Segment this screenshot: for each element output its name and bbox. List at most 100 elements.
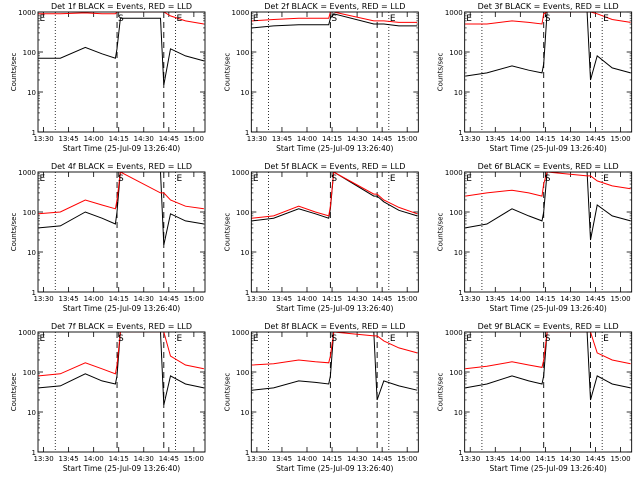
y-tick-label: 1 xyxy=(245,289,249,297)
y-axis-label: Counts/sec xyxy=(223,213,231,252)
x-tick-label: 14:00 xyxy=(84,135,104,143)
x-tick-label: 13:30 xyxy=(247,455,267,463)
marker-label: E xyxy=(390,334,396,344)
x-tick-label: 14:45 xyxy=(159,455,179,463)
marker-label: S xyxy=(545,334,551,344)
marker-label: E xyxy=(390,14,396,24)
series-events-line xyxy=(465,332,631,401)
x-tick-label: 14:15 xyxy=(535,455,555,463)
x-tick-label: 14:00 xyxy=(510,295,530,303)
y-tick-label: 1 xyxy=(32,449,36,457)
marker-label: E xyxy=(390,174,396,184)
marker-label: S xyxy=(545,174,551,184)
chart-title: Det 7f BLACK = Events, RED = LLD xyxy=(51,322,192,331)
x-tick-label: 15:00 xyxy=(184,455,204,463)
x-tick-label: 14:00 xyxy=(510,455,530,463)
marker-label: E xyxy=(176,14,182,24)
series-lld-line xyxy=(465,12,631,25)
x-tick-label: 14:15 xyxy=(109,295,129,303)
x-tick-label: 14:30 xyxy=(134,295,154,303)
x-tick-label: 13:45 xyxy=(485,135,505,143)
series-lld-line xyxy=(465,332,631,370)
y-tick-label: 10 xyxy=(27,249,36,257)
marker-label: S xyxy=(118,14,124,24)
x-axis-label: Start Time (25-Jul-09 13:26:40) xyxy=(489,144,606,153)
chart-panel-8: Det 8f BLACK = Events, RED = LLD 1 10 100 10… xyxy=(223,322,419,473)
x-tick-label: 14:00 xyxy=(297,455,317,463)
x-tick-label: 14:15 xyxy=(109,135,129,143)
series-events-line xyxy=(38,332,205,406)
chart-title: Det 3f BLACK = Events, RED = LLD xyxy=(478,2,619,11)
plot-frame xyxy=(37,11,206,133)
plot-area xyxy=(38,172,204,292)
x-tick-label: 15:00 xyxy=(397,455,417,463)
x-tick-label: 14:15 xyxy=(535,295,555,303)
chart-title: Det 4f BLACK = Events, RED = LLD xyxy=(51,162,192,171)
x-tick-label: 14:15 xyxy=(109,455,129,463)
y-tick-label: 1 xyxy=(245,449,249,457)
y-tick-label: 1000 xyxy=(445,329,463,337)
x-tick-label: 14:45 xyxy=(585,295,605,303)
x-tick-label: 13:30 xyxy=(247,295,267,303)
x-axis-label: Start Time (25-Jul-09 13:26:40) xyxy=(63,464,180,473)
chart-title: Det 1f BLACK = Events, RED = LLD xyxy=(51,2,192,11)
marker-label: S xyxy=(118,334,124,344)
chart-panel-5: Det 5f BLACK = Events, RED = LLD 1 10 100 10… xyxy=(223,162,419,313)
x-tick-label: 13:45 xyxy=(59,295,79,303)
y-tick-label: 10 xyxy=(454,409,463,417)
plot-frame xyxy=(250,171,419,293)
chart-panel-4: Det 4f BLACK = Events, RED = LLD 1 10 100 10… xyxy=(10,162,206,313)
marker-label: E xyxy=(603,334,609,344)
chart-title: Det 2f BLACK = Events, RED = LLD xyxy=(264,2,405,11)
y-tick-label: 10 xyxy=(240,409,249,417)
y-tick-label: 1 xyxy=(32,129,36,137)
x-tick-label: 14:45 xyxy=(159,295,179,303)
x-tick-label: 13:45 xyxy=(485,455,505,463)
marker-label: E xyxy=(466,174,472,184)
series-lld-line xyxy=(251,12,418,23)
x-tick-label: 13:45 xyxy=(485,295,505,303)
y-tick-label: 1 xyxy=(458,449,462,457)
y-tick-label: 1000 xyxy=(445,9,463,17)
x-tick-label: 14:00 xyxy=(84,295,104,303)
marker-label: E xyxy=(40,334,46,344)
series-lld-line xyxy=(38,172,204,215)
series-events-line xyxy=(465,172,631,241)
marker-label: E xyxy=(40,14,46,24)
x-tick-label: 14:00 xyxy=(297,295,317,303)
x-tick-label: 14:00 xyxy=(510,135,530,143)
x-tick-label: 13:45 xyxy=(272,135,292,143)
marker-label: E xyxy=(253,174,259,184)
plot-area xyxy=(251,172,418,292)
x-tick-label: 14:30 xyxy=(560,455,580,463)
x-tick-label: 13:30 xyxy=(460,295,480,303)
x-tick-label: 14:15 xyxy=(322,295,342,303)
chart-panel-3: Det 3f BLACK = Events, RED = LLD 1 10 100 10… xyxy=(437,2,633,153)
x-axis-label: Start Time (25-Jul-09 13:26:40) xyxy=(489,464,606,473)
x-axis-label: Start Time (25-Jul-09 13:26:40) xyxy=(489,304,606,313)
chart-title: Det 9f BLACK = Events, RED = LLD xyxy=(478,322,619,331)
y-axis-label: Counts/sec xyxy=(437,53,445,92)
y-tick-label: 100 xyxy=(236,209,249,217)
y-axis-label: Counts/sec xyxy=(10,213,18,252)
series-events-line xyxy=(38,17,205,86)
x-tick-label: 13:45 xyxy=(272,295,292,303)
y-tick-label: 100 xyxy=(23,369,36,377)
y-axis-label: Counts/sec xyxy=(10,373,18,412)
x-tick-label: 13:30 xyxy=(33,135,53,143)
y-tick-label: 1000 xyxy=(18,169,36,177)
plot-area xyxy=(38,12,205,132)
marker-label: E xyxy=(603,174,609,184)
plot-area xyxy=(465,332,631,452)
plot-area xyxy=(465,172,631,292)
y-tick-label: 10 xyxy=(27,409,36,417)
series-lld-line xyxy=(38,332,205,377)
x-tick-label: 15:00 xyxy=(610,135,630,143)
series-lld-line xyxy=(251,172,418,219)
x-tick-label: 15:00 xyxy=(397,135,417,143)
y-tick-label: 100 xyxy=(449,49,462,57)
y-tick-label: 1 xyxy=(458,289,462,297)
y-tick-label: 1000 xyxy=(232,169,250,177)
plot-frame xyxy=(464,331,633,453)
y-tick-label: 100 xyxy=(236,369,249,377)
